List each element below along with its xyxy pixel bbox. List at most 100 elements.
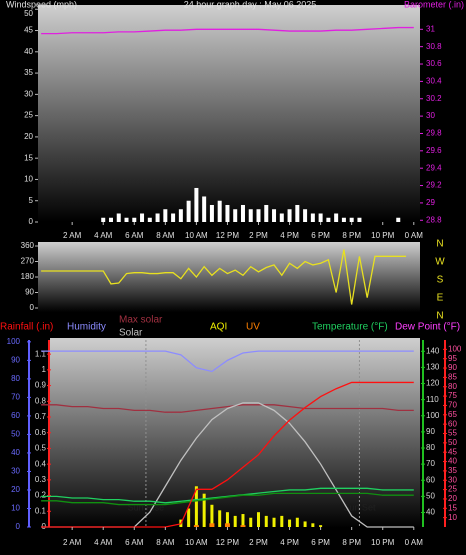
bar [101,217,106,222]
y-tick-label: 10 [24,175,33,184]
bar [233,515,237,527]
y2-tick-label: 29.8 [426,129,442,138]
y-tick-label: 70 [426,459,435,468]
bar [194,486,198,527]
y2-tick-label: 29.2 [426,181,442,190]
legend-label: Solar [119,328,143,339]
y2-tick-label: 29.4 [426,163,442,172]
bar [264,515,268,527]
series-line [41,350,414,373]
y-tick-label: 0.4 [35,459,47,468]
compass-label: N [436,239,443,250]
x-tick-label: 8 AM [156,231,175,240]
y-tick-label: 10 [448,513,457,522]
bar [256,209,261,222]
legend-label: AQI [210,322,227,333]
y-tick-label: 30 [11,467,20,476]
y2-axis-label: Barometer (.in) [404,0,464,9]
y-tick-label: 0 [29,217,34,226]
x-tick-label: 4 PM [280,538,299,547]
y-tick-label: 20 [11,485,20,494]
y-tick-label: 80 [426,443,435,452]
bar [257,512,261,527]
x-tick-label: 0 AM [405,231,424,240]
y-tick-label: 110 [426,395,439,404]
y-tick-label: 40 [448,457,457,466]
y-tick-label: 20 [448,494,457,503]
y-tick-label: 35 [24,68,33,77]
bar [248,209,253,222]
bar [224,523,230,527]
bar [272,209,277,222]
x-tick-label: 2 PM [249,231,268,240]
y-tick-label: 130 [426,363,440,372]
y-tick-label: 20 [24,132,33,141]
bar [311,523,315,527]
y-tick-label: 100 [448,344,462,353]
bar [287,209,292,222]
y-tick-label: 60 [426,475,435,484]
bar [240,204,245,222]
y2-tick-label: 29 [426,198,435,207]
y-tick-label: 40 [426,508,435,517]
bar [124,217,129,222]
y-tick-label: 95 [448,354,457,363]
annotation: Sun Set [343,502,376,512]
y-tick-label: 50 [448,438,457,447]
bar [357,217,362,222]
x-tick-label: 10 PM [371,231,394,240]
y-tick-label: 90 [426,427,435,436]
y-tick-label: 10 [11,504,20,513]
compass-label: S [437,275,444,286]
bar [240,525,246,527]
bar [295,204,300,222]
y-tick-label: 30 [448,475,457,484]
y-tick-label: 70 [448,401,457,410]
bar [225,512,229,527]
x-tick-label: 4 PM [280,231,299,240]
bar [218,510,222,527]
y-tick-label: 15 [448,503,457,512]
y-tick-label: 50 [11,430,20,439]
x-tick-label: 10 PM [371,538,394,547]
bar [288,519,292,527]
y-tick-label: 30 [24,89,33,98]
bar [209,204,214,222]
bar [341,217,346,222]
bar [194,187,199,222]
y-tick-label: 90 [11,355,20,364]
y-tick-label: 85 [448,373,457,382]
y-tick-label: 55 [448,429,457,438]
series-line [41,487,414,504]
bar [319,525,323,527]
y-tick-label: 0.6 [35,428,47,437]
y-tick-label: 45 [24,26,33,35]
bar [210,504,214,527]
x-tick-label: 0 AM [405,538,424,547]
y-tick-label: 45 [448,447,457,456]
plot-background [38,5,420,222]
y-tick-label: 50 [426,491,435,500]
series-line [41,404,414,413]
bar [209,523,215,527]
x-tick-label: 6 PM [311,231,330,240]
y2-tick-label: 30.4 [426,76,442,85]
bar [318,213,323,222]
bar [147,217,152,222]
y-tick-label: 0.8 [35,396,47,405]
bar [155,213,160,222]
y-tick-label: 100 [426,411,440,420]
y-tick-label: 100 [7,337,21,346]
y2-tick-label: 30.8 [426,42,442,51]
bar [280,515,284,527]
compass-label: E [437,293,444,304]
bar [279,213,284,222]
bar [295,517,299,527]
y-tick-label: 25 [448,485,457,494]
y-tick-label: 5 [29,196,34,205]
legend-label: Max solar [119,315,163,326]
y-tick-label: 0.3 [35,475,47,484]
legend-label: UV [246,322,260,333]
bar [217,200,222,222]
